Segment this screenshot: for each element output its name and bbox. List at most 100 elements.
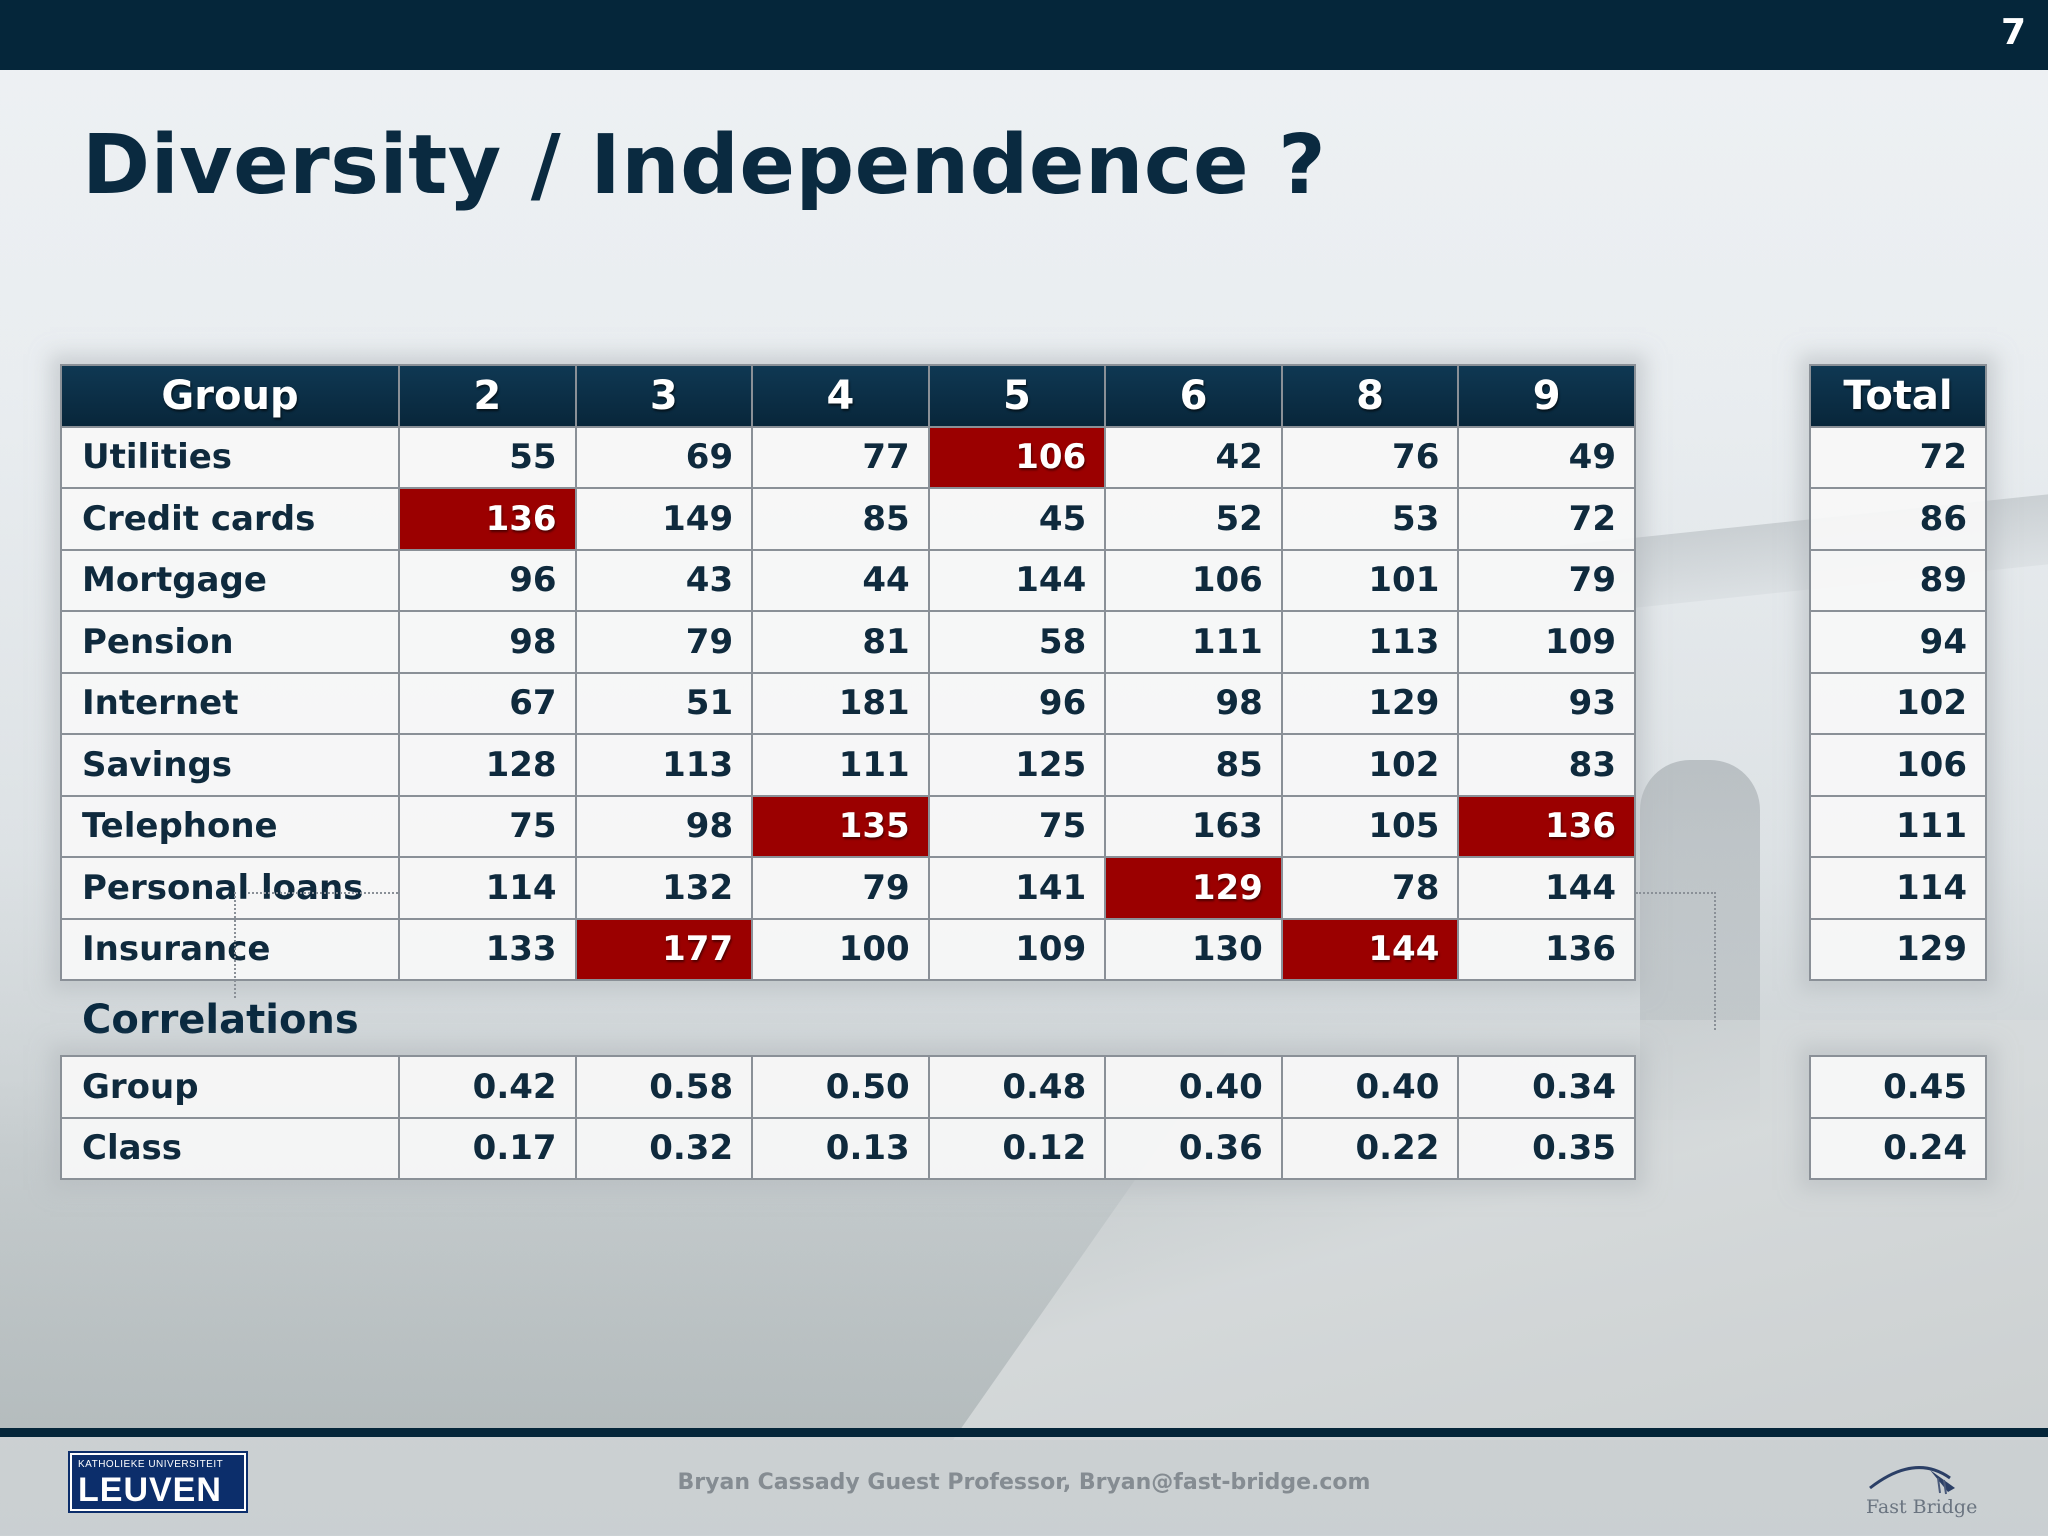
group-4-column-header: 4 <box>751 364 930 428</box>
table-row: 86 <box>1809 487 1987 551</box>
table-cell: 85 <box>751 487 930 551</box>
table-cell: 105 <box>1280 794 1460 858</box>
table-cell: 132 <box>574 856 754 920</box>
table-cell: 106 <box>1104 548 1283 612</box>
total-header: Total <box>1809 364 1987 428</box>
table-cell: 69 <box>574 425 754 489</box>
dotted-connector <box>1714 892 1716 1030</box>
correlations-heading: Correlations <box>82 997 359 1043</box>
table-cell: 141 <box>927 856 1107 920</box>
top-bar: 7 <box>0 0 2048 70</box>
dotted-connector <box>1636 892 1716 894</box>
table-cell: 85 <box>1104 733 1283 797</box>
table-row: Savings 128 113 111 125 85 102 83 <box>60 733 1636 797</box>
row-label: Class <box>60 1116 400 1180</box>
highlighted-cell: 106 <box>927 425 1107 489</box>
table-cell: 128 <box>398 733 577 797</box>
correlations-table: Group 0.42 0.58 0.50 0.48 0.40 0.40 0.34 Class 0.… <box>60 1055 1636 1180</box>
table-row: 106 <box>1809 733 1987 797</box>
table-cell: 163 <box>1104 794 1283 858</box>
group-column-header: Group <box>60 364 400 428</box>
table-cell: 0.22 <box>1280 1116 1460 1180</box>
table-cell: 0.42 <box>398 1055 577 1119</box>
highlighted-cell: 144 <box>1280 917 1460 981</box>
table-cell: 109 <box>1457 610 1636 674</box>
table-cell: 0.50 <box>751 1055 930 1119</box>
row-label: Insurance <box>60 917 400 981</box>
table-cell: 98 <box>398 610 577 674</box>
footer-contact: Bryan Cassady Guest Professor, Bryan@fas… <box>677 1470 1371 1495</box>
table-row: 114 <box>1809 856 1987 920</box>
table-cell: 101 <box>1280 548 1460 612</box>
total-cell: 111 <box>1809 794 1987 858</box>
leuven-logo-top-text: KATHOLIEKE UNIVERSITEIT <box>78 1459 224 1470</box>
slide-number: 7 <box>2000 12 2026 53</box>
group-9-column-header: 9 <box>1457 364 1636 428</box>
table-row: 94 <box>1809 610 1987 674</box>
table-cell: 72 <box>1457 487 1636 551</box>
row-label: Personal loans <box>60 856 400 920</box>
table-row: Telephone 75 98 135 75 163 105 136 <box>60 794 1636 858</box>
table-cell: 44 <box>751 548 930 612</box>
table-cell: 0.58 <box>574 1055 754 1119</box>
table-row: Insurance 133 177 100 109 130 144 136 <box>60 917 1636 981</box>
table-cell: 0.34 <box>1457 1055 1636 1119</box>
leuven-logo: KATHOLIEKE UNIVERSITEIT LEUVEN <box>68 1451 248 1513</box>
table-cell: 0.40 <box>1104 1055 1283 1119</box>
table-cell: 98 <box>574 794 754 858</box>
total-cell: 102 <box>1809 671 1987 735</box>
table-cell: 130 <box>1104 917 1283 981</box>
table-cell: 114 <box>398 856 577 920</box>
table-cell: 79 <box>1457 548 1636 612</box>
table-cell: 0.13 <box>751 1116 930 1180</box>
slide-title: Diversity / Independence ? <box>82 118 1327 213</box>
table-cell: 144 <box>1457 856 1636 920</box>
leuven-logo-main-text: LEUVEN <box>78 1471 222 1509</box>
table-cell: 129 <box>1280 671 1460 735</box>
fast-bridge-logo-text: Fast Bridge <box>1866 1496 1978 1518</box>
row-label: Group <box>60 1055 400 1119</box>
table-row: 102 <box>1809 671 1987 735</box>
table-cell: 58 <box>927 610 1107 674</box>
total-cell: 89 <box>1809 548 1987 612</box>
table-row: 89 <box>1809 548 1987 612</box>
table-cell: 125 <box>927 733 1107 797</box>
dotted-connector <box>248 892 398 894</box>
total-cell: 94 <box>1809 610 1987 674</box>
table-cell: 45 <box>927 487 1107 551</box>
row-label: Telephone <box>60 794 400 858</box>
table-cell: 149 <box>574 487 754 551</box>
table-cell: 49 <box>1457 425 1636 489</box>
table-cell: 113 <box>1280 610 1460 674</box>
total-cell: 86 <box>1809 487 1987 551</box>
footer <box>0 1437 2048 1536</box>
group-table: Group 2 3 4 5 6 8 9 Utilities 55 69 77 106 42 76 49 Cre… <box>60 364 1636 981</box>
table-cell: 0.32 <box>574 1116 754 1180</box>
table-cell: 43 <box>574 548 754 612</box>
table-row: Credit cards 136 149 85 45 52 53 72 <box>60 487 1636 551</box>
table-cell: 52 <box>1104 487 1283 551</box>
highlighted-cell: 136 <box>398 487 577 551</box>
table-cell: 0.17 <box>398 1116 577 1180</box>
table-cell: 111 <box>1104 610 1283 674</box>
table-row: Personal loans 114 132 79 141 129 78 144 <box>60 856 1636 920</box>
table-cell: 0.35 <box>1457 1116 1636 1180</box>
table-row: 72 <box>1809 425 1987 489</box>
total-cell: 114 <box>1809 856 1987 920</box>
table-cell: 181 <box>751 671 930 735</box>
group-2-column-header: 2 <box>398 364 577 428</box>
table-cell: 55 <box>398 425 577 489</box>
row-label: Mortgage <box>60 548 400 612</box>
table-cell: 75 <box>398 794 577 858</box>
table-cell: 111 <box>751 733 930 797</box>
total-cell: 0.45 <box>1809 1055 1987 1119</box>
table-cell: 136 <box>1457 917 1636 981</box>
total-cell: 0.24 <box>1809 1116 1987 1180</box>
table-cell: 0.40 <box>1280 1055 1460 1119</box>
table-row: Group 0.42 0.58 0.50 0.48 0.40 0.40 0.34 <box>60 1055 1636 1119</box>
table-cell: 51 <box>574 671 754 735</box>
table-cell: 83 <box>1457 733 1636 797</box>
table-row: Mortgage 96 43 44 144 106 101 79 <box>60 548 1636 612</box>
highlighted-cell: 135 <box>751 794 930 858</box>
highlighted-cell: 177 <box>574 917 754 981</box>
